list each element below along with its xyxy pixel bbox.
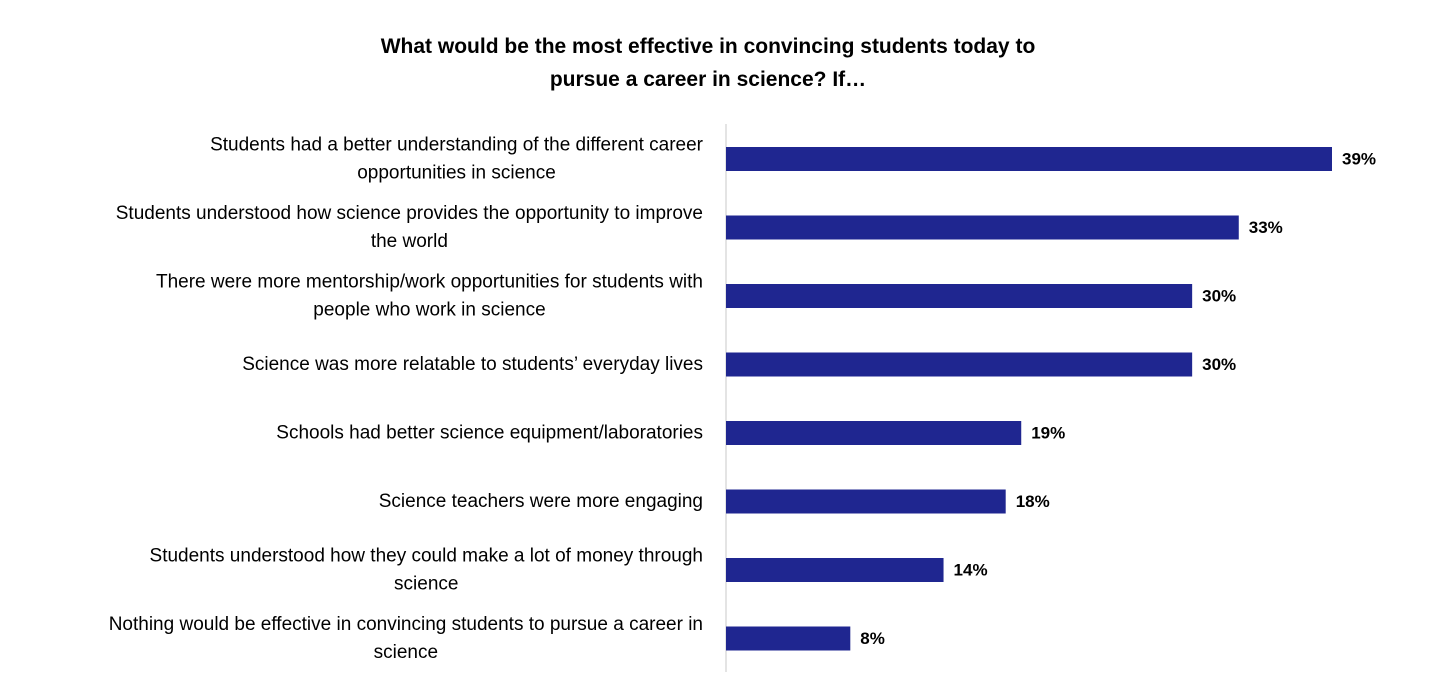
value-label-2: 33% [1249, 218, 1283, 237]
value-labels-group: 39% 33% 30% 30% 19% 18% 14% 8% [860, 150, 1376, 649]
bar-6 [726, 489, 1006, 514]
chart-title: What would be the most effective in conv… [230, 30, 1186, 96]
category-labels-group: Students had a better understanding of t… [109, 135, 704, 664]
value-label-1: 39% [1342, 150, 1376, 169]
bars-group [726, 147, 1332, 651]
chart-title-line-1: What would be the most effective in conv… [380, 35, 1036, 58]
bar-4 [726, 352, 1193, 377]
category-label-4: Science was more relatable to students’ … [242, 354, 703, 375]
bar-7 [726, 558, 944, 582]
chart-title-line-2: pursue a career in science? If… [549, 68, 867, 91]
category-label-2: Students understood how science provides… [116, 203, 703, 252]
category-label-3: There were more mentorship/work opportun… [156, 272, 703, 321]
value-label-7: 14% [954, 561, 988, 580]
bar-2 [726, 215, 1239, 240]
category-label-6: Science teachers were more engaging [379, 491, 703, 512]
value-label-6: 18% [1016, 492, 1050, 511]
category-label-1: Students had a better understanding of t… [210, 135, 704, 184]
value-label-3: 30% [1202, 287, 1236, 306]
value-label-4: 30% [1202, 355, 1236, 374]
bar-1 [726, 147, 1332, 171]
bar-8 [726, 626, 851, 651]
bar-3 [726, 284, 1193, 308]
category-label-5: Schools had better science equipment/lab… [276, 423, 703, 444]
bar-5 [726, 421, 1022, 445]
value-label-5: 19% [1031, 424, 1065, 443]
category-label-7: Students understood how they could make … [150, 546, 703, 595]
category-label-8: Nothing would be effective in convincing… [109, 614, 703, 663]
value-label-8: 8% [860, 629, 885, 648]
